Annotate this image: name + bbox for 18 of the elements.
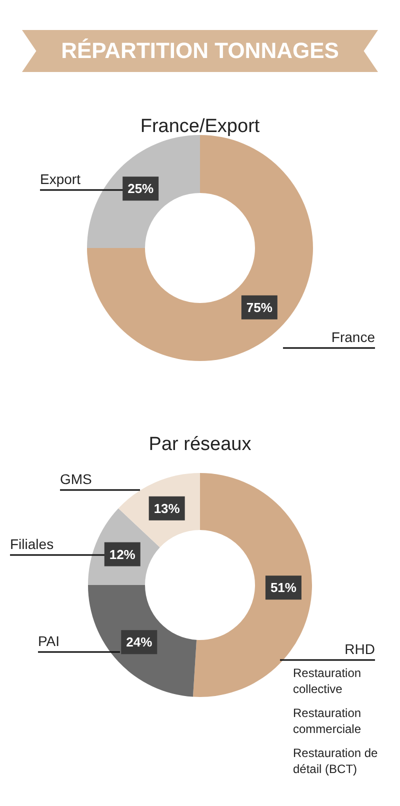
text: Restauration collective	[293, 665, 362, 697]
chart-title: Par réseaux	[148, 434, 252, 455]
data-label: 51%	[270, 580, 297, 596]
text: Restauration de détail (BCT)	[293, 745, 379, 777]
slice-label: GMS	[60, 471, 92, 487]
text: Restauration commerciale	[293, 705, 362, 737]
slice-label: Export	[40, 171, 81, 187]
slice-label: RHD	[344, 641, 375, 657]
data-label: 12%	[109, 546, 136, 562]
chart-subtitle: France/Export	[140, 116, 260, 137]
data-label: 75%	[246, 300, 273, 315]
slice-label: France	[331, 329, 376, 345]
data-label: 13%	[154, 500, 180, 516]
slice-label: Filiales	[10, 536, 54, 552]
slice-label: PAI	[38, 633, 60, 649]
data-label: 24%	[126, 634, 153, 650]
data-label: 25%	[128, 181, 154, 196]
chart-title: RÉPARTITION TONNAGES	[22, 30, 378, 72]
